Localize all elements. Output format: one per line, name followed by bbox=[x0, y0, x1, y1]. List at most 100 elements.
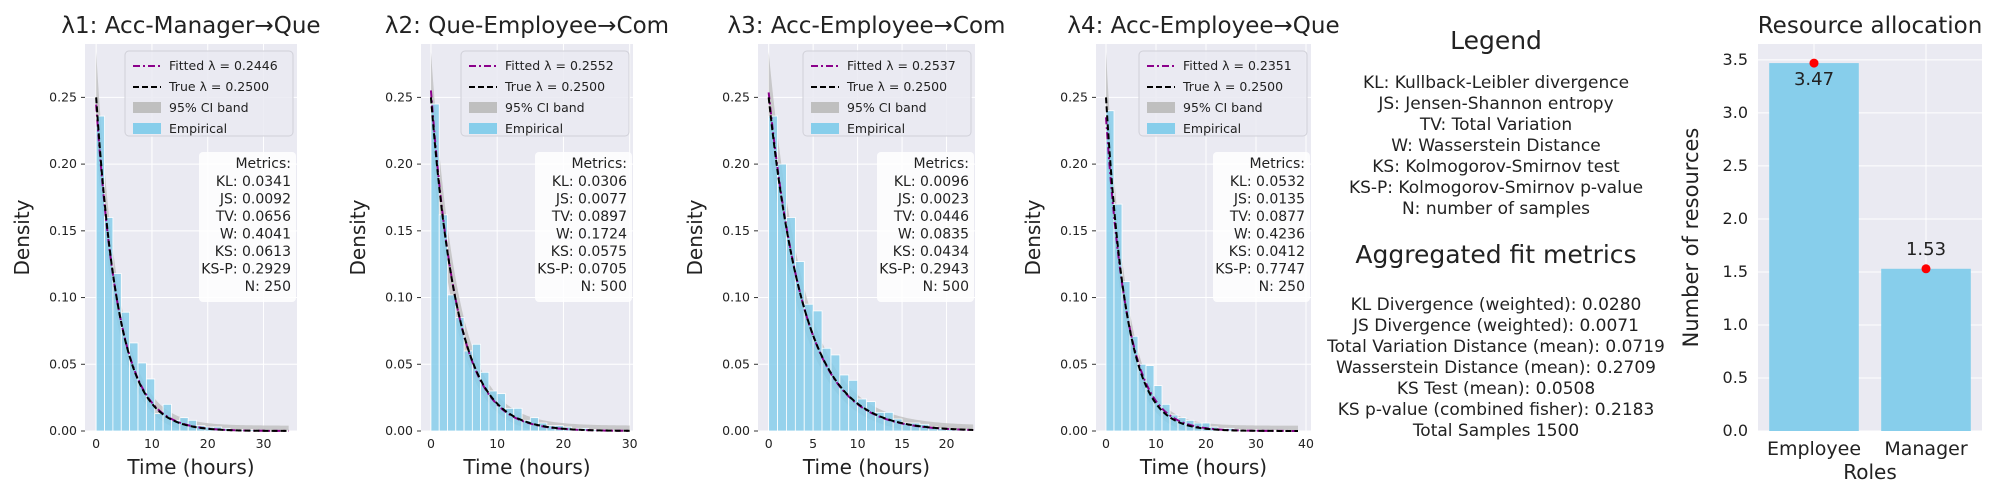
histogram-panel-1: 0.00 0.05 0.10 0.15 0.20 0.25 0 10 20 30 λ1: Acc-M… bbox=[10, 13, 321, 479]
legend-label: True λ = 0.2500 bbox=[504, 79, 605, 94]
x-tick-label: 20 bbox=[939, 436, 955, 451]
true-curve bbox=[95, 97, 289, 432]
histogram-bar bbox=[471, 343, 482, 432]
true-curve bbox=[429, 97, 630, 432]
metrics-line: KS-P: 0.0705 bbox=[537, 262, 627, 278]
y-tick-label: 0.05 bbox=[1060, 356, 1088, 371]
legend-definition: KS: Kolmogorov-Smirnov test bbox=[1372, 157, 1620, 177]
legend-definition: W: Wasserstein Distance bbox=[1391, 136, 1601, 156]
y-tick-label: 0.15 bbox=[49, 223, 77, 238]
metrics-line: JS: 0.0092 bbox=[219, 192, 291, 208]
aggregated-metric: KL Divergence (weighted): 0.0280 bbox=[1350, 295, 1642, 315]
legend-label: True λ = 0.2500 bbox=[1182, 79, 1283, 94]
x-tick-label: 15 bbox=[894, 436, 910, 451]
metrics-line: W: 0.4041 bbox=[220, 227, 291, 243]
legend-box bbox=[1138, 50, 1308, 137]
legend-panel-title: Legend bbox=[1450, 26, 1542, 55]
y-axis-label: Number of resources bbox=[1679, 128, 1703, 348]
x-tick-label: 0 bbox=[427, 436, 435, 451]
legend-label: 95% CI band bbox=[169, 100, 249, 115]
legend-label: True λ = 0.2500 bbox=[168, 79, 269, 94]
legend-swatch bbox=[133, 123, 161, 134]
histogram-bar bbox=[145, 378, 156, 432]
histogram-bar bbox=[1113, 203, 1123, 432]
metrics-line: W: 0.1724 bbox=[556, 227, 627, 243]
y-tick-label: 1.5 bbox=[1723, 262, 1748, 281]
legend-label: Fitted λ = 0.2552 bbox=[505, 58, 614, 73]
metrics-line: TV: 0.0897 bbox=[551, 209, 627, 225]
histogram-bar bbox=[848, 379, 859, 432]
y-axis-label: Density bbox=[10, 199, 34, 275]
legend-swatch bbox=[1147, 102, 1175, 113]
legend-label: 95% CI band bbox=[1183, 100, 1263, 115]
histogram-bar bbox=[812, 310, 823, 432]
histogram-bar bbox=[463, 350, 473, 432]
y-axis-label: Density bbox=[683, 199, 707, 275]
bar bbox=[1769, 63, 1859, 431]
aggregated-metrics: KL Divergence (weighted): 0.0280 JS Dive… bbox=[1318, 295, 1674, 442]
x-tick-label: 0 bbox=[92, 436, 100, 451]
y-tick-label: 3.5 bbox=[1723, 50, 1748, 69]
chart-title: λ4: Acc-Employee→Que bbox=[1067, 13, 1339, 39]
histogram-bar bbox=[777, 163, 787, 432]
x-tick-label: 20 bbox=[555, 436, 571, 451]
metrics-line: N: 250 bbox=[1259, 279, 1305, 295]
metrics-line: TV: 0.0877 bbox=[1229, 209, 1305, 225]
metrics-line: W: 0.4236 bbox=[1234, 227, 1305, 243]
histogram-bar bbox=[830, 354, 841, 432]
bar bbox=[1881, 268, 1971, 431]
legend-box bbox=[124, 50, 294, 137]
metrics-line: KS-P: 0.2943 bbox=[879, 262, 969, 278]
y-tick-label: 2.0 bbox=[1723, 209, 1748, 228]
metrics-line: N: 500 bbox=[581, 279, 627, 295]
y-tick-label: 0.15 bbox=[385, 223, 413, 238]
legend-label: Empirical bbox=[847, 121, 905, 136]
bar-value-label: 3.47 bbox=[1794, 69, 1834, 90]
metrics-line: KS: 0.0575 bbox=[551, 244, 627, 260]
legend-label: Fitted λ = 0.2537 bbox=[847, 58, 956, 73]
x-tick-label: 20 bbox=[200, 436, 216, 451]
y-tick-label: 0.15 bbox=[1060, 223, 1088, 238]
legend-definition: TV: Total Variation bbox=[1419, 115, 1573, 135]
bar-value-dot bbox=[1921, 264, 1931, 274]
y-tick-label: 0.00 bbox=[722, 423, 750, 438]
y-tick-label: 0.25 bbox=[1060, 89, 1088, 104]
histogram-bar bbox=[129, 342, 139, 432]
histogram-bar bbox=[866, 401, 876, 432]
aggregated-metric: Total Samples 1500 bbox=[1412, 421, 1580, 441]
y-tick-label: 0.05 bbox=[49, 356, 77, 371]
metrics-box bbox=[1213, 152, 1310, 302]
x-tick-label: 5 bbox=[809, 436, 817, 451]
y-tick-label: 2.5 bbox=[1723, 156, 1748, 175]
legend-definitions: KL: Kullback-Leibler divergence JS: Jens… bbox=[1318, 73, 1674, 220]
metrics-header: Metrics: bbox=[571, 156, 627, 172]
legend-label: Empirical bbox=[1183, 121, 1241, 136]
metrics-line: KS: 0.0613 bbox=[215, 244, 291, 260]
legend-swatch bbox=[469, 102, 497, 113]
y-tick-label: 0.10 bbox=[1060, 290, 1088, 305]
metrics-line: KS-P: 0.7747 bbox=[1215, 262, 1305, 278]
histogram-bar bbox=[447, 294, 457, 432]
x-axis-label: Time (hours) bbox=[462, 455, 590, 479]
y-tick-label: 0.20 bbox=[1060, 156, 1088, 171]
metrics-box bbox=[199, 152, 296, 302]
x-axis-label: Time (hours) bbox=[802, 455, 930, 479]
histogram-bar bbox=[496, 393, 506, 432]
chart-title: λ3: Acc-Employee→Com bbox=[728, 13, 1006, 39]
y-tick-label: 0.0 bbox=[1723, 421, 1748, 440]
x-tick-label: 40 bbox=[1298, 436, 1314, 451]
legend-definition: KL: Kullback-Leibler divergence bbox=[1362, 73, 1630, 93]
legend-label: Fitted λ = 0.2446 bbox=[169, 58, 278, 73]
x-axis-label: Time (hours) bbox=[126, 455, 254, 479]
metrics-line: KS: 0.0412 bbox=[1229, 244, 1305, 260]
legend-label: 95% CI band bbox=[847, 100, 927, 115]
legend-label: Empirical bbox=[505, 121, 563, 136]
y-tick-label: 0.10 bbox=[385, 290, 413, 305]
aggregated-metrics-title: Aggregated fit metrics bbox=[1355, 240, 1637, 269]
histogram-bar bbox=[839, 374, 850, 432]
metrics-box bbox=[877, 152, 974, 302]
metrics-line: KL: 0.0096 bbox=[894, 174, 969, 190]
x-tick-label: 10 bbox=[489, 436, 505, 451]
y-tick-label: 0.15 bbox=[722, 223, 750, 238]
chart-title: λ2: Que-Employee→Com bbox=[385, 13, 669, 39]
